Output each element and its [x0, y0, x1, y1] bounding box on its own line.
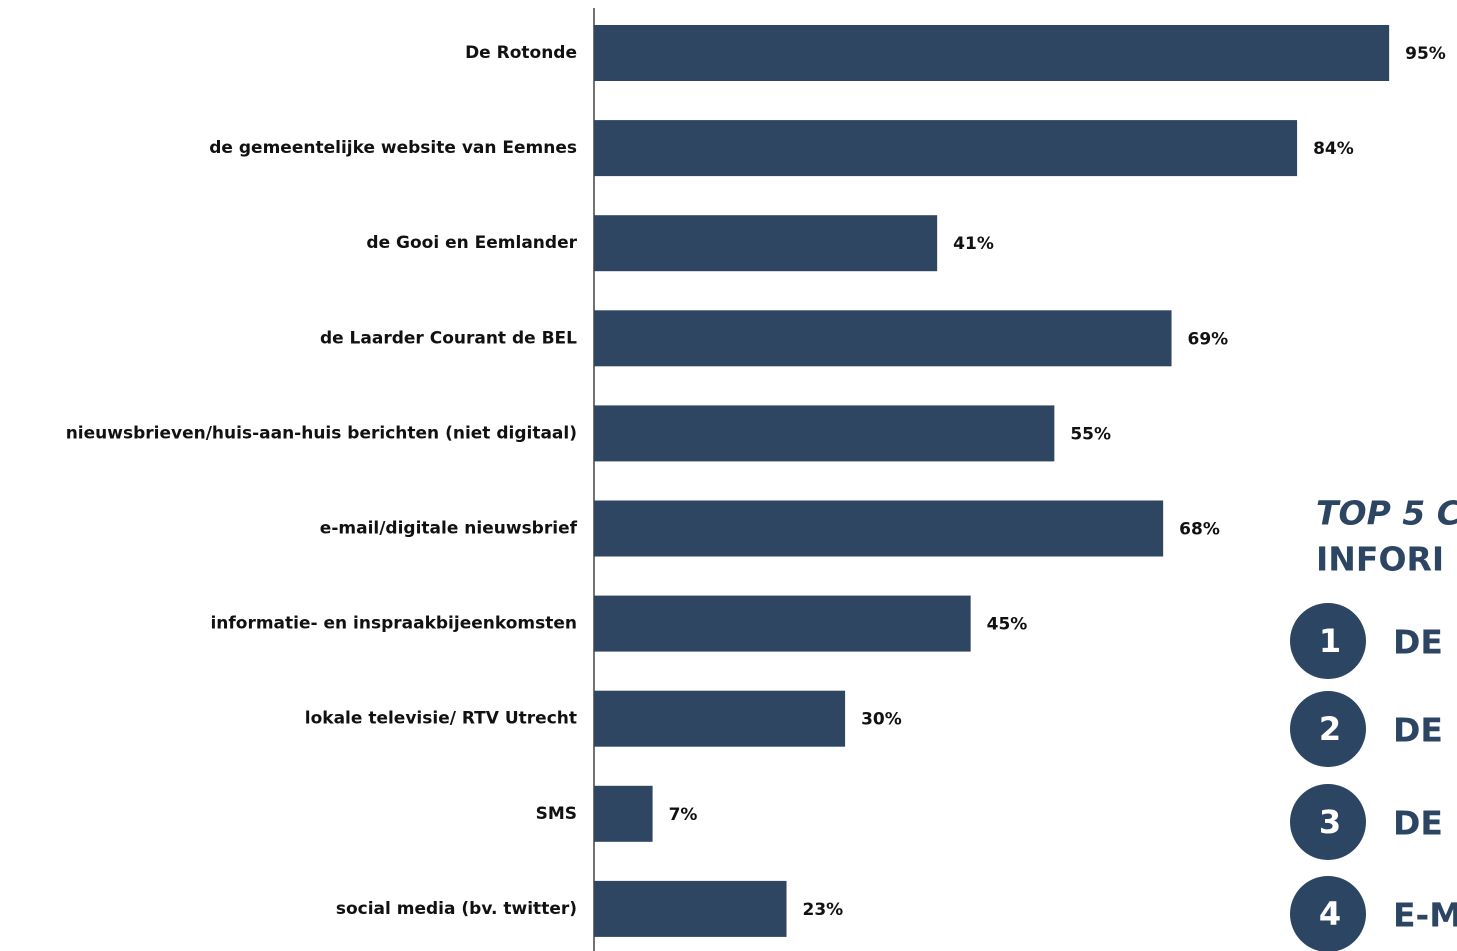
rank-label: DE	[1393, 711, 1443, 750]
rank-number: 3	[1319, 803, 1341, 841]
category-label: de gemeentelijke website van Eemnes	[209, 138, 577, 158]
category-label: de Gooi en Eemlander	[366, 233, 577, 253]
category-label: informatie- en inspraakbijeenkomsten	[210, 614, 577, 634]
bar	[594, 595, 971, 652]
bar	[594, 215, 938, 272]
bar	[594, 25, 1390, 81]
rank-label: DE	[1393, 804, 1443, 843]
bar	[594, 880, 787, 937]
value-label: 69%	[1188, 329, 1229, 349]
rank-number: 2	[1319, 710, 1341, 748]
value-label: 41%	[953, 234, 994, 254]
category-label: de Laarder Courant de BEL	[320, 328, 577, 348]
rank-badge	[1290, 691, 1366, 767]
bar	[594, 690, 846, 747]
value-label: 30%	[861, 710, 902, 730]
panel-title: INFORI	[1316, 540, 1444, 579]
value-label: 95%	[1405, 44, 1446, 64]
category-label: e-mail/digitale nieuwsbrief	[320, 519, 578, 539]
bar	[594, 500, 1164, 557]
panel-title: TOP 5 C	[1316, 494, 1457, 533]
value-label: 84%	[1313, 139, 1354, 159]
rank-label: E-M	[1393, 896, 1457, 935]
value-label: 7%	[669, 805, 698, 825]
rank-label: DE	[1393, 623, 1443, 662]
bar	[594, 785, 653, 842]
category-label: lokale televisie/ RTV Utrecht	[305, 709, 577, 729]
rank-badge	[1290, 876, 1366, 951]
category-label: social media (bv. twitter)	[336, 899, 577, 919]
bar	[594, 310, 1172, 367]
bar	[594, 405, 1055, 462]
rank-number: 1	[1319, 622, 1341, 660]
category-label: nieuwsbrieven/huis-aan-huis berichten (n…	[66, 423, 577, 443]
rank-number: 4	[1319, 895, 1341, 933]
bar	[594, 120, 1298, 177]
category-label: De Rotonde	[465, 43, 577, 63]
value-label: 68%	[1179, 520, 1220, 540]
value-label: 55%	[1070, 424, 1111, 444]
category-label: SMS	[536, 804, 577, 824]
value-label: 45%	[987, 615, 1028, 635]
rank-badge	[1290, 603, 1366, 679]
rank-badge	[1290, 784, 1366, 860]
value-label: 23%	[803, 900, 844, 920]
